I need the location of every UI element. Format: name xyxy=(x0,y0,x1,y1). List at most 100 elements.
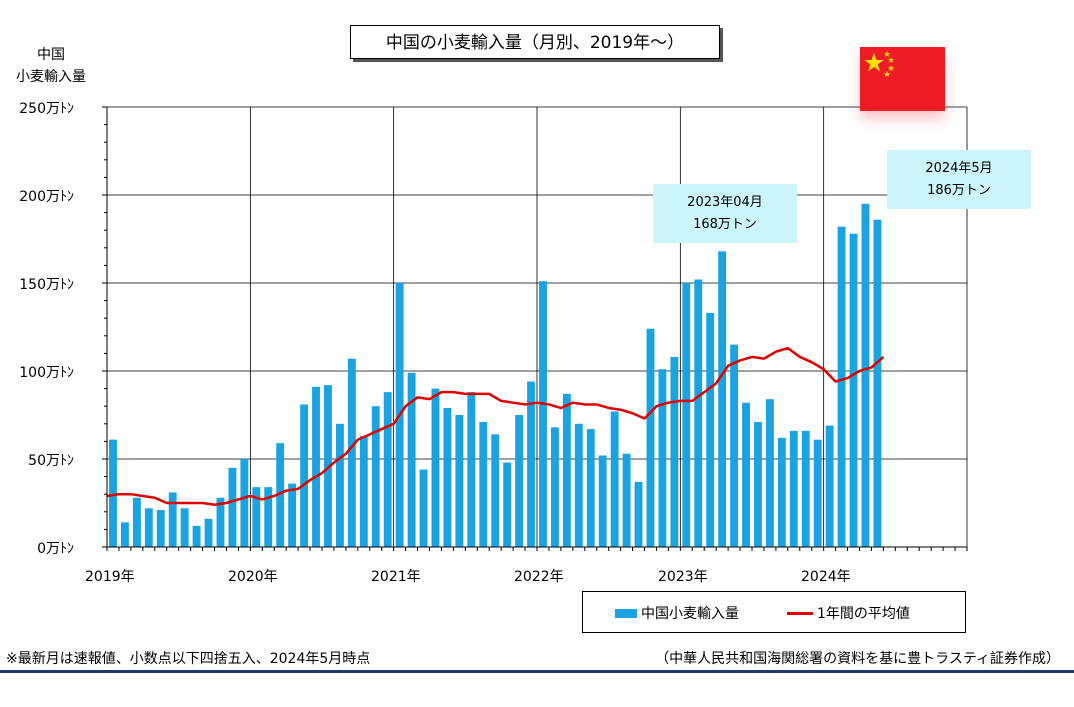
average-line xyxy=(106,346,885,507)
x-tick-label: 2023年 xyxy=(658,569,708,585)
bar xyxy=(228,467,237,547)
y-tick-label: 200万ﾄﾝ xyxy=(19,189,74,205)
bar xyxy=(622,453,631,547)
bar xyxy=(419,469,428,547)
bar xyxy=(216,497,225,547)
bar xyxy=(777,437,786,547)
bar xyxy=(670,356,679,547)
bar xyxy=(240,459,249,547)
bar xyxy=(682,283,691,547)
bar xyxy=(754,422,762,547)
y-axis-label-line2: 小麦輸入量 xyxy=(16,69,86,85)
bar xyxy=(801,430,810,547)
chart-legend: 中国小麦輸入量 1年間の平均値 xyxy=(582,591,966,633)
bar xyxy=(347,358,356,547)
legend-label: 中国小麦輸入量 xyxy=(641,606,739,622)
bar xyxy=(610,411,619,547)
bar xyxy=(837,226,846,547)
bar xyxy=(168,492,177,547)
bar xyxy=(718,251,727,547)
bar xyxy=(813,439,822,547)
bar xyxy=(765,399,774,547)
bottom-rule xyxy=(0,670,1074,673)
bar xyxy=(491,434,500,547)
flag-star-small xyxy=(887,57,895,63)
flag-star-small xyxy=(887,65,895,71)
annotation-line2: 186万トン xyxy=(927,183,991,198)
bar xyxy=(861,203,870,548)
legend-swatch-line xyxy=(787,611,813,615)
footnote-left: ※最新月は速報値、小数点以下四捨五入、2024年5月時点 xyxy=(6,651,371,667)
x-tick-label: 2024年 xyxy=(801,569,851,585)
bar xyxy=(730,344,739,547)
flag-star-large xyxy=(864,53,884,72)
bar xyxy=(132,497,141,547)
legend-item-bars: 中国小麦輸入量 xyxy=(615,603,739,623)
bar xyxy=(300,404,309,547)
bar xyxy=(539,281,547,547)
bar xyxy=(359,436,368,547)
legend-swatch-bar xyxy=(615,608,637,618)
bar xyxy=(742,402,750,547)
bar xyxy=(335,423,344,547)
annotation-line1: 2023年04月 xyxy=(687,195,763,210)
x-tick-label: 2019年 xyxy=(85,569,135,585)
bar xyxy=(120,522,129,547)
bar xyxy=(312,386,320,547)
bar xyxy=(873,219,882,547)
y-tick-label: 0万ﾄﾝ xyxy=(37,541,74,557)
y-axis-label-line1: 中国 xyxy=(37,47,65,63)
bar xyxy=(479,422,488,547)
bar-series-layer xyxy=(109,203,882,548)
y-tick-label: 100万ﾄﾝ xyxy=(19,365,74,381)
chart-title: 中国の小麦輸入量（月別、2019年～） xyxy=(350,25,720,59)
bar xyxy=(180,508,189,547)
bar xyxy=(515,415,524,547)
china-flag-icon xyxy=(860,47,945,111)
bar xyxy=(586,429,595,547)
bar xyxy=(455,415,464,547)
bar xyxy=(407,372,416,547)
bar xyxy=(204,518,213,547)
bar xyxy=(467,392,476,547)
legend-label: 1年間の平均値 xyxy=(817,606,910,622)
bar xyxy=(288,483,297,547)
annotation-line2: 168万トン xyxy=(693,217,757,232)
y-tick-label: 250万ﾄﾝ xyxy=(19,101,74,117)
axis-layer xyxy=(102,106,968,551)
footnote-source: （中華人民共和国海関総署の資料を基に豊トラスティ証券作成） xyxy=(655,651,1060,667)
flag-star-small xyxy=(883,51,891,57)
bar xyxy=(383,392,392,547)
bar xyxy=(789,430,798,547)
flag-star-small xyxy=(883,71,891,77)
bar xyxy=(634,481,643,547)
x-tick-label: 2020年 xyxy=(228,569,278,585)
bar xyxy=(825,425,834,547)
bar xyxy=(503,462,512,547)
bar xyxy=(144,508,153,547)
bar xyxy=(443,407,452,547)
bar xyxy=(562,393,571,547)
line-series-layer xyxy=(106,346,885,507)
bar xyxy=(849,233,858,547)
bar xyxy=(658,369,667,547)
bar xyxy=(156,510,165,547)
bar xyxy=(431,388,440,547)
y-axis-label: 中国 小麦輸入量 xyxy=(8,44,94,88)
bar xyxy=(109,439,117,547)
annotation-line1: 2024年5月 xyxy=(925,161,993,176)
bar xyxy=(646,328,655,547)
y-tick-label: 50万ﾄﾝ xyxy=(28,453,74,469)
bar xyxy=(276,443,285,547)
y-tick-label: 150万ﾄﾝ xyxy=(19,277,74,293)
grid-layer xyxy=(107,106,968,547)
bar xyxy=(550,427,559,547)
bar xyxy=(527,381,535,547)
bar xyxy=(264,487,273,547)
bar xyxy=(706,312,715,547)
annotation-2023-04: 2023年04月 168万トン xyxy=(653,184,797,243)
annotation-2024-05: 2024年5月 186万トン xyxy=(887,150,1031,209)
bar xyxy=(192,525,201,547)
bar xyxy=(694,279,703,547)
